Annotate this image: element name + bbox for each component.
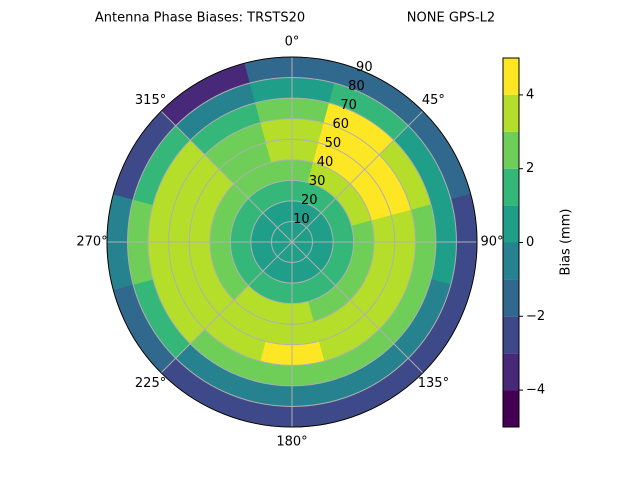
theta-tick-label: 315° — [135, 93, 166, 108]
grid-spoke — [160, 241, 293, 374]
colorbar-segment — [503, 279, 519, 317]
r-tick-label: 90 — [356, 60, 373, 75]
colorbar-tick-label: 4 — [526, 87, 534, 102]
grid-spoke — [160, 110, 293, 243]
theta-tick-label: 90° — [480, 235, 503, 250]
r-tick-label: 30 — [309, 174, 326, 189]
r-tick-label: 40 — [317, 155, 334, 170]
colorbar-segment — [503, 316, 519, 354]
chart-title: Antenna Phase Biases: TRSTS20 — [95, 11, 305, 26]
r-tick-label: 80 — [348, 79, 365, 94]
colorbar-segment — [503, 58, 519, 95]
r-tick-label: 70 — [340, 98, 357, 113]
theta-tick-label: 225° — [135, 376, 166, 391]
colorbar-segment — [503, 390, 519, 427]
r-tick-label: 60 — [332, 117, 349, 132]
r-tick-label: 10 — [293, 212, 310, 227]
theta-tick-label: 135° — [418, 376, 449, 391]
r-tick-label: 20 — [301, 193, 318, 208]
grid-spoke — [291, 241, 424, 374]
colorbar-tick-label: −2 — [526, 309, 545, 324]
colorbar-segment — [503, 168, 519, 206]
r-tick-label: 50 — [325, 136, 342, 151]
polar-frame — [106, 56, 478, 428]
colorbar-label: Bias (mm) — [559, 209, 574, 276]
colorbar-segment — [503, 205, 519, 243]
theta-tick-label: 45° — [422, 93, 445, 108]
colorbar-segment — [503, 131, 519, 169]
theta-tick-label: 180° — [276, 435, 307, 450]
colorbar-tick-label: −4 — [526, 383, 545, 398]
theta-tick-label: 0° — [285, 35, 300, 50]
colorbar-tick-label: 2 — [526, 161, 534, 176]
colorbar-segment — [503, 94, 519, 132]
colorbar-tick-label: 0 — [526, 235, 534, 250]
grid-spoke — [291, 110, 424, 243]
colorbar-segment — [503, 242, 519, 280]
chart-subtitle: NONE GPS-L2 — [407, 11, 495, 26]
theta-tick-label: 270° — [76, 235, 107, 250]
colorbar-segment — [503, 353, 519, 391]
